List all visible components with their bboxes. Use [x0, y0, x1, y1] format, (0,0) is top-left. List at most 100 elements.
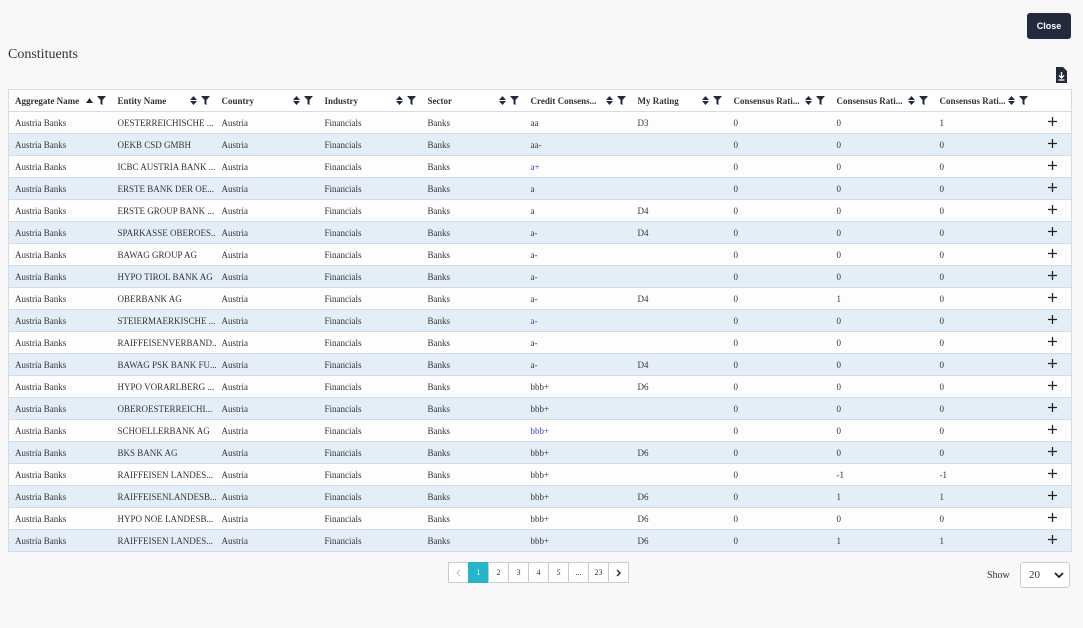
expand-icon[interactable] — [1047, 535, 1057, 544]
expand-icon[interactable] — [1047, 491, 1057, 500]
filter-icon[interactable] — [815, 96, 825, 105]
table-cell: 0 — [727, 309, 831, 332]
table-cell: 0 — [727, 353, 831, 376]
expand-cell — [1033, 111, 1072, 134]
filter-icon[interactable] — [918, 96, 928, 105]
expand-cell — [1033, 375, 1072, 398]
table-cell: Financials — [318, 177, 422, 200]
expand-icon[interactable] — [1047, 205, 1057, 214]
filter-icon[interactable] — [616, 96, 626, 105]
table-cell: OBERBANK AG — [111, 287, 216, 310]
table-cell: 0 — [933, 287, 1034, 310]
sort-icon[interactable] — [1007, 96, 1015, 105]
table-cell: a+ — [524, 155, 632, 178]
expand-icon[interactable] — [1047, 315, 1057, 324]
table-body: Austria Banks OESTERREICHISCHE ... Austria… — [8, 111, 1072, 552]
expand-icon[interactable] — [1047, 359, 1057, 368]
page-button[interactable]: 23 — [588, 562, 609, 583]
table-cell: SCHOELLERBANK AG — [111, 419, 216, 442]
page-button[interactable]: 2 — [488, 562, 509, 583]
expand-icon[interactable] — [1047, 271, 1057, 280]
expand-icon[interactable] — [1047, 249, 1057, 258]
filter-icon[interactable] — [406, 96, 416, 105]
table-cell: Austria Banks — [8, 529, 112, 552]
expand-cell — [1033, 133, 1072, 156]
filter-icon[interactable] — [200, 96, 210, 105]
table-cell: Banks — [421, 529, 525, 552]
expand-icon[interactable] — [1047, 513, 1057, 522]
table-row: Austria Banks BAWAG GROUP AG Austria Financ… — [8, 243, 1072, 266]
table-cell: -1 — [830, 463, 934, 486]
sort-icon[interactable] — [395, 96, 403, 105]
table-row: Austria Banks ICBC AUSTRIA BANK ... Austri… — [8, 155, 1072, 178]
filter-icon[interactable] — [1018, 96, 1028, 105]
expand-icon[interactable] — [1047, 227, 1057, 236]
table-cell: ERSTE GROUP BANK ... — [111, 199, 216, 222]
sort-icon[interactable] — [498, 96, 506, 105]
sort-icon[interactable] — [292, 96, 300, 105]
expand-icon[interactable] — [1047, 337, 1057, 346]
expand-cell — [1033, 155, 1072, 178]
table-cell: 0 — [727, 419, 831, 442]
table-cell: Austria — [215, 463, 319, 486]
table-cell: Austria — [215, 485, 319, 508]
header-row: Aggregate Name Entity Name Country Industry… — [8, 89, 1072, 112]
page-button[interactable]: 5 — [548, 562, 569, 583]
close-button[interactable]: Close — [1027, 13, 1071, 39]
table-row: Austria Banks RAIFFEISEN LANDES... Austria… — [8, 529, 1072, 552]
prev-page[interactable] — [448, 562, 469, 583]
page-size-value: 20 — [1029, 569, 1040, 581]
page-button[interactable]: 1 — [468, 562, 489, 583]
download-icon[interactable] — [1055, 67, 1067, 83]
page-button[interactable]: ... — [568, 562, 589, 583]
expand-icon[interactable] — [1047, 293, 1057, 302]
header-cell: Sector — [428, 96, 525, 106]
sort-icon[interactable] — [907, 96, 915, 105]
filter-icon[interactable] — [509, 96, 519, 105]
table-cell: bbb+ — [524, 441, 632, 464]
table-cell: 0 — [933, 309, 1034, 332]
table-cell: 0 — [933, 441, 1034, 464]
page-button[interactable]: 4 — [528, 562, 549, 583]
expand-icon[interactable] — [1047, 403, 1057, 412]
filter-icon[interactable] — [303, 96, 313, 105]
sort-icon[interactable] — [804, 96, 812, 105]
table-row: Austria Banks OBEROESTERREICHI... Austria F… — [8, 397, 1072, 420]
sort-icon[interactable] — [189, 96, 197, 105]
table-cell: Financials — [318, 199, 422, 222]
page-button[interactable]: 3 — [508, 562, 529, 583]
table-cell: RAIFFEISENVERBAND... — [111, 331, 216, 354]
column-label: Country — [221, 95, 255, 106]
expand-icon[interactable] — [1047, 381, 1057, 390]
expand-icon[interactable] — [1047, 183, 1057, 192]
table-cell: bbb+ — [524, 507, 632, 530]
filter-icon[interactable] — [712, 96, 722, 105]
next-page[interactable] — [608, 562, 629, 583]
expand-icon[interactable] — [1047, 469, 1057, 478]
page-size-select[interactable]: 20 — [1020, 562, 1070, 588]
table-cell: 0 — [727, 177, 831, 200]
expand-cell — [1033, 331, 1072, 354]
header-icons — [395, 96, 416, 105]
table-cell: 0 — [727, 463, 831, 486]
expand-icon[interactable] — [1047, 425, 1057, 434]
table-cell: 0 — [727, 375, 831, 398]
sort-asc-icon[interactable] — [85, 98, 93, 103]
table-cell: RAIFFEISEN LANDES... — [111, 529, 216, 552]
column-header: My Rating — [631, 89, 728, 112]
sort-icon[interactable] — [701, 96, 709, 105]
expand-icon[interactable] — [1047, 117, 1057, 126]
expand-icon[interactable] — [1047, 161, 1057, 170]
column-header: Consensus Rati... — [933, 89, 1034, 112]
filter-icon[interactable] — [96, 96, 106, 105]
table-cell: BAWAG PSK BANK FU... — [111, 353, 216, 376]
expand-icon[interactable] — [1047, 447, 1057, 456]
expand-icon[interactable] — [1047, 139, 1057, 148]
sort-icon[interactable] — [605, 96, 613, 105]
table-cell: Austria — [215, 419, 319, 442]
table-cell: Austria — [215, 111, 319, 134]
table-row: Austria Banks SPARKASSE OBEROES... Austria… — [8, 221, 1072, 244]
table-cell: 0 — [933, 243, 1034, 266]
table-cell: Banks — [421, 111, 525, 134]
